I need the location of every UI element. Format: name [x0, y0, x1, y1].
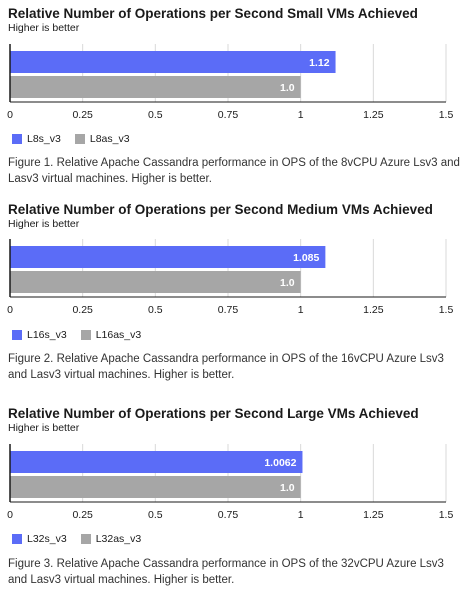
bar-chart-small: 1.12 1.0 0 0.25 0.5 0.75 1 1.25 1.5 — [7, 44, 454, 121]
legend-swatch-primary — [12, 330, 22, 340]
x-tick-label: 0.5 — [148, 304, 163, 316]
chart-panel-medium: Relative Number of Operations per Second… — [0, 200, 473, 395]
bar-chart-medium: 1.085 1.0 0 0.25 0.5 0.75 1 1.25 1.5 — [7, 239, 454, 316]
x-tick-label: 0.25 — [72, 509, 93, 521]
legend-swatch-secondary — [80, 330, 91, 340]
legend-item: L16as_v3 — [80, 329, 142, 341]
x-tick-label: 1 — [298, 304, 304, 316]
chart-title: Relative Number of Operations per Second… — [8, 6, 418, 21]
bar-value-label: 1.085 — [293, 252, 319, 264]
bar-L32as_v3 — [10, 476, 301, 498]
figure-caption: Figure 1. Relative Apache Cassandra perf… — [8, 157, 460, 185]
bar-L8as_v3 — [10, 76, 301, 98]
legend: L8s_v3 L8as_v3 — [12, 133, 144, 145]
bar-value-label: 1.0062 — [264, 457, 296, 469]
chart-panel-small: Relative Number of Operations per Second… — [0, 0, 473, 195]
x-tick-label: 0.75 — [218, 109, 239, 121]
figure-caption: Figure 3. Relative Apache Cassandra perf… — [8, 558, 444, 586]
bar-chart-large: 1.0062 1.0 0 0.25 0.5 0.75 1 1.25 1.5 — [7, 444, 454, 521]
x-tick-label: 0.75 — [218, 304, 239, 316]
chart-panel-large: Relative Number of Operations per Second… — [0, 404, 473, 601]
x-tick-label: 0.25 — [72, 304, 93, 316]
x-tick-label: 1.5 — [439, 109, 454, 121]
legend-item: L16s_v3 — [12, 329, 67, 341]
chart-title: Relative Number of Operations per Second… — [8, 406, 419, 421]
x-tick-label: 0.5 — [148, 509, 163, 521]
bar-value-label: 1.0 — [280, 277, 295, 289]
x-tick-label: 0 — [7, 509, 13, 521]
chart-subtitle: Higher is better — [8, 422, 80, 434]
legend-label: L16s_v3 — [27, 329, 67, 341]
x-tick-label: 0.5 — [148, 109, 163, 121]
bar-L16as_v3 — [10, 271, 301, 293]
legend-item: L8as_v3 — [74, 133, 130, 145]
legend-swatch-primary — [12, 534, 22, 544]
x-tick-label: 0 — [7, 109, 13, 121]
bar-L32s_v3 — [10, 451, 303, 473]
legend-label: L16as_v3 — [95, 329, 142, 341]
legend-item: L8s_v3 — [12, 133, 61, 145]
legend-label: L32s_v3 — [27, 533, 67, 545]
x-tick-label: 1.25 — [363, 109, 384, 121]
x-tick-label: 0 — [7, 304, 13, 316]
bar-value-label: 1.0 — [280, 482, 295, 494]
bar-value-label: 1.0 — [280, 82, 295, 94]
legend: L32s_v3 L32as_v3 — [12, 533, 155, 545]
legend-label: L8as_v3 — [89, 133, 130, 145]
legend-swatch-primary — [12, 134, 22, 144]
legend-item: L32as_v3 — [80, 533, 142, 545]
legend-label: L32as_v3 — [95, 533, 142, 545]
legend: L16s_v3 L16as_v3 — [12, 329, 155, 341]
x-tick-label: 1 — [298, 509, 304, 521]
bar-L16s_v3 — [10, 246, 326, 268]
x-tick-label: 1 — [298, 109, 304, 121]
legend-item: L32s_v3 — [12, 533, 67, 545]
x-tick-label: 1.5 — [439, 509, 454, 521]
x-tick-label: 1.5 — [439, 304, 454, 316]
bar-value-label: 1.12 — [309, 57, 330, 69]
legend-swatch-secondary — [80, 534, 91, 544]
chart-subtitle: Higher is better — [8, 22, 80, 34]
legend-swatch-secondary — [74, 134, 85, 144]
bar-L8s_v3 — [10, 51, 336, 73]
x-tick-label: 1.25 — [363, 304, 384, 316]
chart-subtitle: Higher is better — [8, 218, 80, 230]
x-tick-label: 0.25 — [72, 109, 93, 121]
chart-title: Relative Number of Operations per Second… — [8, 202, 433, 217]
legend-label: L8s_v3 — [27, 133, 61, 145]
x-tick-label: 0.75 — [218, 509, 239, 521]
x-tick-label: 1.25 — [363, 509, 384, 521]
figure-caption: Figure 2. Relative Apache Cassandra perf… — [8, 353, 444, 381]
